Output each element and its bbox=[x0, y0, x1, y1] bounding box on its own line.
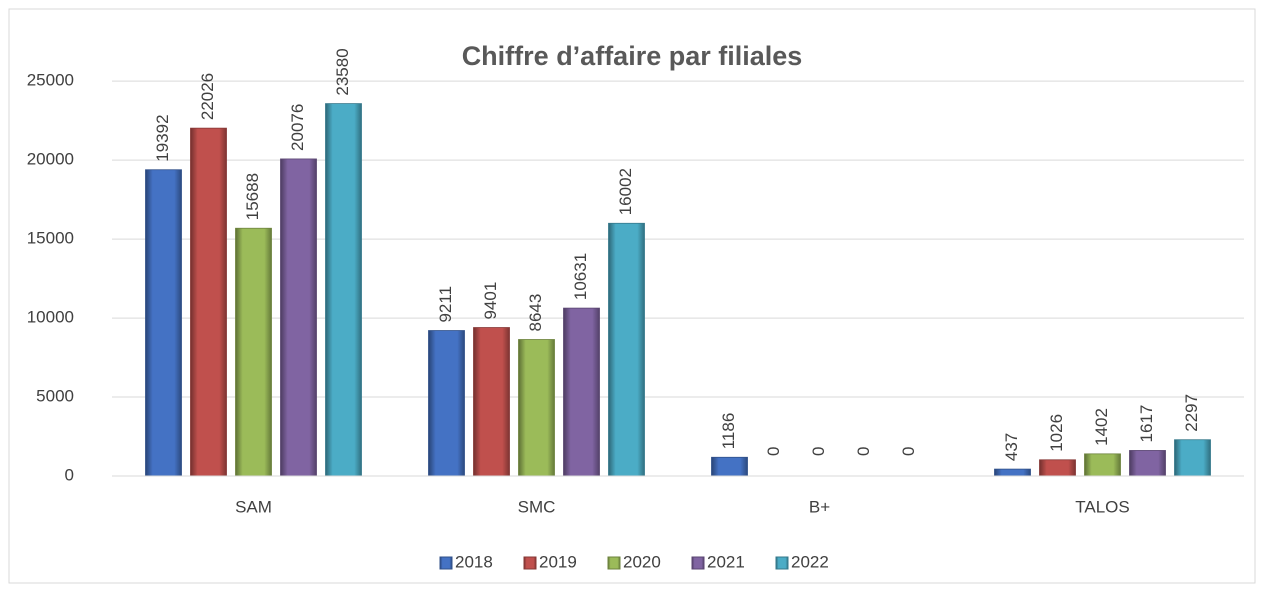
bar bbox=[325, 103, 362, 477]
data-label: 0 bbox=[899, 447, 918, 456]
legend-label: 2021 bbox=[707, 552, 745, 571]
legend-swatch bbox=[775, 556, 789, 570]
bar bbox=[280, 158, 317, 477]
bar bbox=[1129, 450, 1166, 477]
data-label: 1186 bbox=[719, 413, 738, 450]
legend-swatch bbox=[607, 556, 621, 570]
bar bbox=[145, 169, 182, 477]
data-label: 2297 bbox=[1182, 394, 1201, 432]
bar bbox=[473, 327, 510, 477]
chart-title: Chiffre d’affaire par filiales bbox=[462, 41, 803, 71]
y-tick-label: 20000 bbox=[27, 150, 74, 169]
bar bbox=[235, 227, 272, 477]
y-tick-label: 10000 bbox=[27, 308, 74, 327]
x-tick-label: SMC bbox=[518, 497, 556, 516]
data-label: 9401 bbox=[481, 282, 500, 320]
data-label: 23580 bbox=[333, 48, 352, 95]
bar bbox=[518, 339, 555, 477]
data-label: 16002 bbox=[616, 168, 635, 215]
bar bbox=[711, 456, 748, 477]
y-tick-label: 15000 bbox=[27, 229, 74, 248]
legend-swatch bbox=[691, 556, 705, 570]
legend-swatch bbox=[439, 556, 453, 570]
data-label: 1402 bbox=[1092, 408, 1111, 446]
legend-label: 2019 bbox=[539, 552, 577, 571]
y-tick-label: 25000 bbox=[27, 71, 74, 90]
data-label: 9211 bbox=[436, 286, 455, 323]
legend-swatch bbox=[523, 556, 537, 570]
y-tick-label: 5000 bbox=[36, 387, 74, 406]
x-tick-label: SAM bbox=[235, 497, 272, 516]
data-label: 0 bbox=[854, 447, 873, 456]
legend-label: 2018 bbox=[455, 552, 493, 571]
bar bbox=[1084, 453, 1121, 477]
bar bbox=[1174, 439, 1211, 477]
bar bbox=[428, 330, 465, 477]
data-label: 19392 bbox=[153, 114, 172, 161]
bar bbox=[1039, 459, 1076, 477]
x-tick-label: B+ bbox=[809, 497, 830, 516]
bar bbox=[608, 222, 645, 477]
data-label: 22026 bbox=[198, 73, 217, 120]
y-tick-label: 0 bbox=[65, 465, 74, 484]
x-tick-label: TALOS bbox=[1075, 497, 1129, 516]
bar bbox=[190, 127, 227, 477]
data-label: 0 bbox=[764, 447, 783, 456]
legend-label: 2022 bbox=[791, 552, 829, 571]
bar bbox=[563, 307, 600, 477]
data-label: 8643 bbox=[526, 294, 545, 332]
data-label: 1026 bbox=[1047, 414, 1066, 452]
data-label: 437 bbox=[1002, 433, 1021, 461]
data-label: 15688 bbox=[243, 173, 262, 220]
bar bbox=[994, 468, 1031, 477]
data-label: 1617 bbox=[1137, 405, 1156, 443]
legend-label: 2020 bbox=[623, 552, 661, 571]
data-label: 10631 bbox=[571, 253, 590, 300]
data-label: 0 bbox=[809, 447, 828, 456]
data-label: 20076 bbox=[288, 104, 307, 151]
